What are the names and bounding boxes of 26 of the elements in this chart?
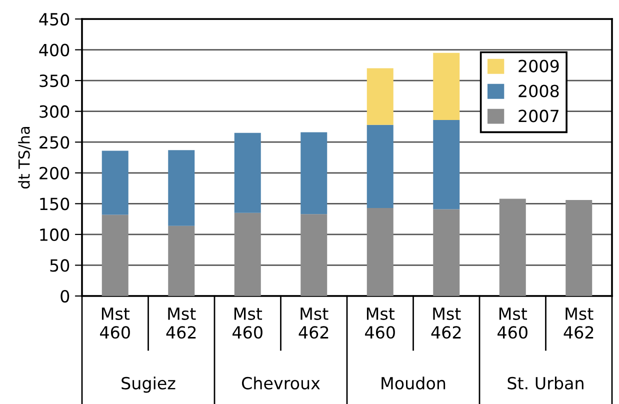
text: St. Urban <box>508 376 584 390</box>
x-tick-label: Mst 462 <box>298 308 328 339</box>
x-tick-label: Mst 462 <box>564 308 594 339</box>
x-tick-label: Mst 462 <box>166 308 196 339</box>
legend-label: 2008 <box>518 84 559 98</box>
x-tick-label: Mst 462 <box>431 308 461 339</box>
y-tick-label: 50 <box>50 259 70 272</box>
y-axis-title: dt TS/ha <box>18 127 32 189</box>
text: Sugiez <box>122 376 176 393</box>
x-tick-label: Mst 460 <box>365 308 395 339</box>
y-tick-label: 0 <box>60 290 70 303</box>
x-tick-label: Mst 460 <box>232 308 262 339</box>
text: Chevroux <box>242 376 320 390</box>
y-tick-label: 450 <box>39 12 70 26</box>
y-tick-label: 350 <box>40 74 70 88</box>
y-tick-label: 200 <box>40 166 70 180</box>
text: Moudon <box>382 376 446 390</box>
y-tick-label: 100 <box>40 228 70 242</box>
y-tick-label: 250 <box>40 136 70 149</box>
y-tick-label: 150 <box>40 198 70 210</box>
y-tick-label: 300 <box>40 105 70 118</box>
legend-label: 2009 <box>518 60 559 72</box>
x-tick-label: Mst 460 <box>498 308 528 339</box>
y-tick-label: 400 <box>39 44 70 56</box>
legend-label: 2007 <box>518 110 558 122</box>
x-tick-label: Mst 460 <box>100 308 130 339</box>
